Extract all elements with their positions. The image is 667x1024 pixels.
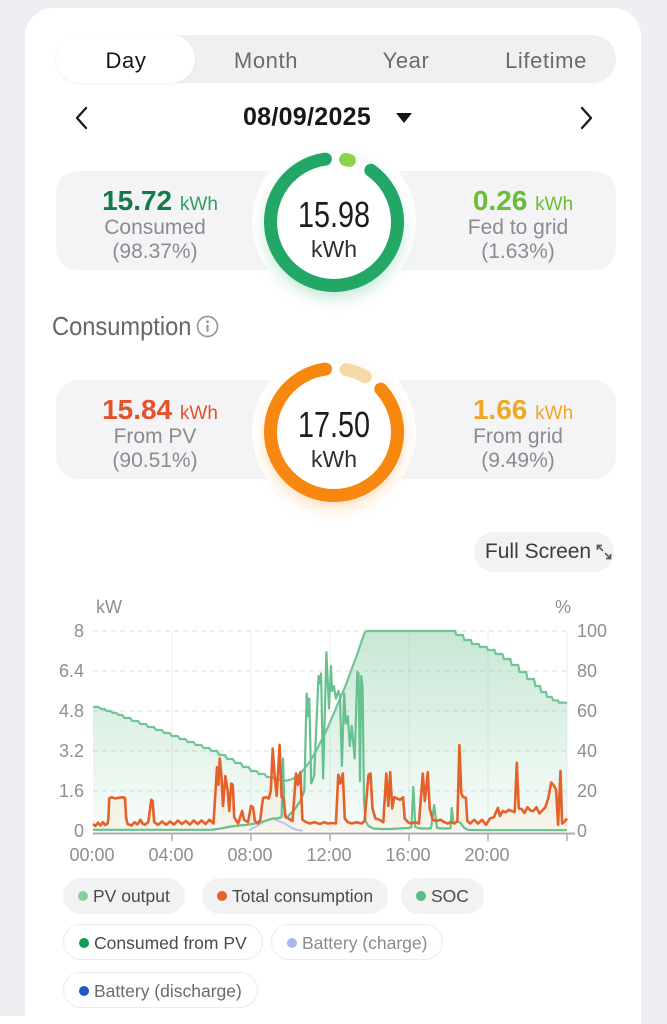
svg-text:80: 80 (577, 661, 597, 681)
svg-text:0: 0 (577, 821, 587, 841)
svg-text:20:00: 20:00 (464, 845, 509, 865)
svg-text:6.4: 6.4 (59, 661, 84, 681)
svg-text:1.6: 1.6 (59, 781, 84, 801)
svg-text:8: 8 (74, 621, 84, 641)
svg-text:3.2: 3.2 (59, 741, 84, 761)
svg-text:08:00: 08:00 (227, 845, 272, 865)
svg-text:40: 40 (577, 741, 597, 761)
svg-text:0: 0 (74, 821, 84, 841)
svg-text:00:00: 00:00 (69, 845, 114, 865)
svg-text:20: 20 (577, 781, 597, 801)
svg-text:12:00: 12:00 (306, 845, 351, 865)
svg-text:04:00: 04:00 (148, 845, 193, 865)
svg-text:60: 60 (577, 701, 597, 721)
svg-text:%: % (555, 597, 571, 617)
svg-text:4.8: 4.8 (59, 701, 84, 721)
svg-text:kW: kW (96, 597, 122, 617)
svg-text:100: 100 (577, 621, 607, 641)
svg-text:16:00: 16:00 (385, 845, 430, 865)
